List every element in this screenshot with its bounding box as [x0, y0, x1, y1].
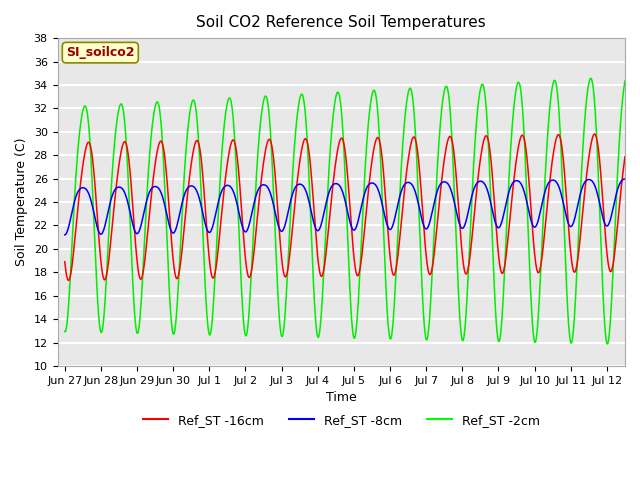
X-axis label: Time: Time — [326, 391, 356, 404]
Legend: Ref_ST -16cm, Ref_ST -8cm, Ref_ST -2cm: Ref_ST -16cm, Ref_ST -8cm, Ref_ST -2cm — [138, 409, 545, 432]
Text: SI_soilco2: SI_soilco2 — [66, 46, 134, 59]
Title: Soil CO2 Reference Soil Temperatures: Soil CO2 Reference Soil Temperatures — [196, 15, 486, 30]
Y-axis label: Soil Temperature (C): Soil Temperature (C) — [15, 138, 28, 266]
